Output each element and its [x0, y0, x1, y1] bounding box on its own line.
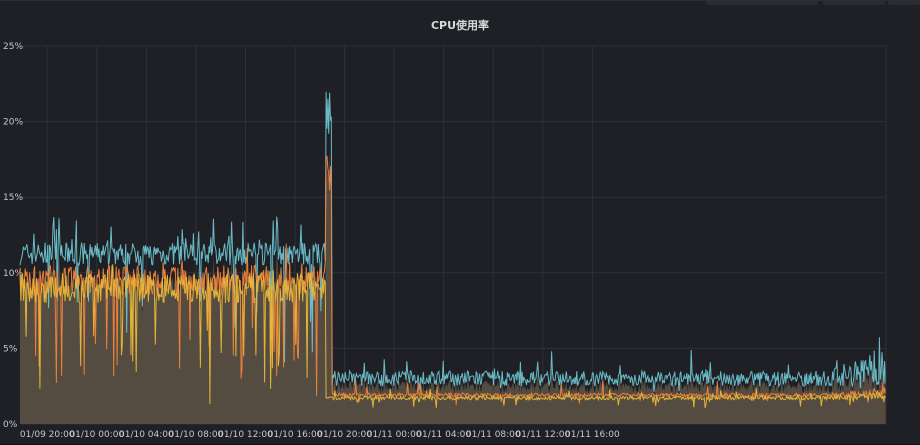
- y-tick-label: 0%: [3, 420, 18, 430]
- x-tick-label: 01/10 00:00: [69, 430, 124, 440]
- toolbar-stub: [706, 1, 818, 5]
- y-tick-label: 15%: [3, 193, 23, 203]
- x-tick-label: 01/10 08:00: [169, 430, 224, 440]
- y-tick-label: 5%: [3, 344, 18, 354]
- series-line: [19, 264, 886, 409]
- x-tick-label: 01/10 16:00: [268, 430, 323, 440]
- x-tick-label: 01/11 00:00: [367, 430, 422, 440]
- x-tick-label: 01/10 20:00: [317, 430, 372, 440]
- x-tick-label: 01/11 12:00: [515, 430, 570, 440]
- x-tick-label: 01/11 16:00: [565, 430, 620, 440]
- x-tick-label: 01/11 08:00: [466, 430, 521, 440]
- panel-title: CPU使用率: [430, 19, 490, 32]
- toolbar-stub: [823, 1, 885, 5]
- x-tick-label: 01/09 20:00: [20, 430, 75, 440]
- series-line: [19, 155, 886, 405]
- series-line: [19, 91, 886, 392]
- y-tick-label: 10%: [3, 269, 23, 279]
- toolbar-stub: [888, 1, 920, 5]
- x-tick-label: 01/11 04:00: [416, 430, 471, 440]
- y-tick-label: 20%: [3, 118, 23, 128]
- y-tick-label: 25%: [3, 42, 23, 52]
- x-tick-label: 01/10 12:00: [218, 430, 273, 440]
- x-tick-label: 01/10 04:00: [119, 430, 174, 440]
